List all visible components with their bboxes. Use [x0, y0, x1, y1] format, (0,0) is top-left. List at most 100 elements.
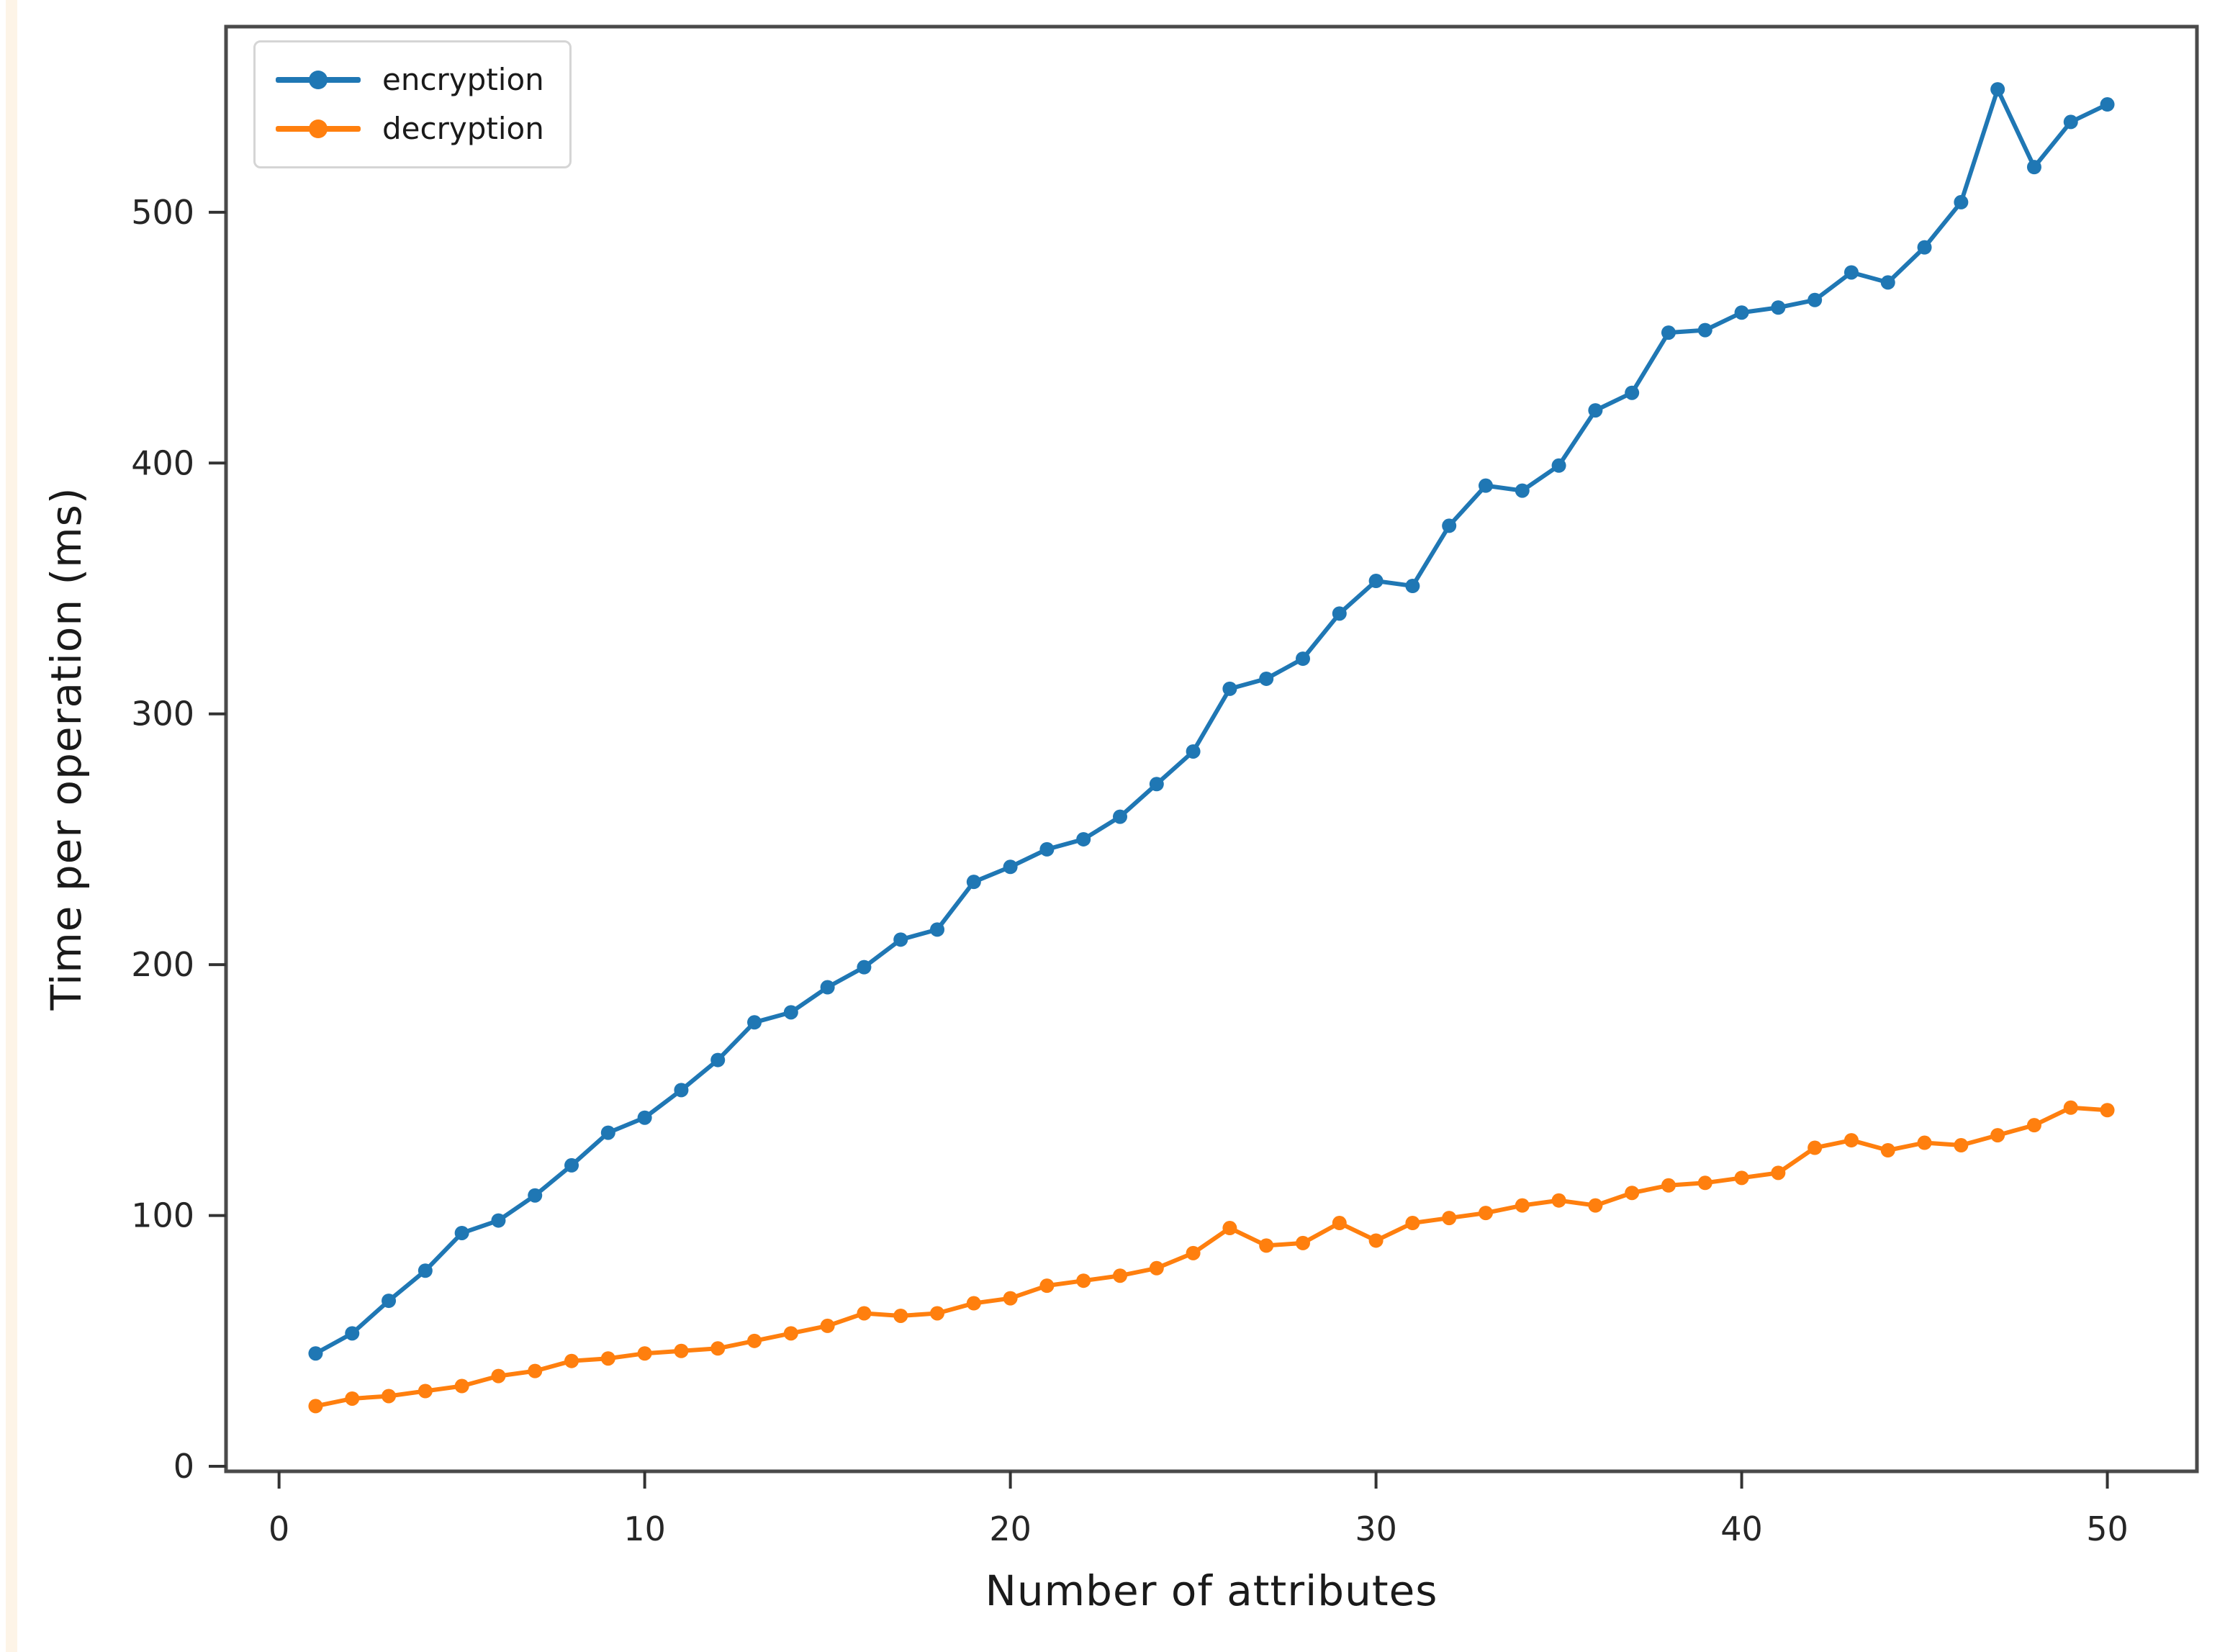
decryption-point	[966, 1296, 981, 1311]
legend-label-decryption: decryption	[382, 111, 544, 146]
decryption-point	[1259, 1238, 1274, 1253]
decryption-point	[857, 1306, 872, 1321]
encryption-line	[313, 87, 2110, 1356]
encryption-point	[637, 1110, 652, 1125]
x-axis-title: Number of attributes	[985, 1566, 1438, 1615]
decryption-point	[1515, 1198, 1530, 1213]
encryption-point	[1697, 322, 1712, 338]
decryption-point	[308, 1399, 323, 1414]
decryption-point	[1661, 1178, 1676, 1193]
encryption-point	[1076, 831, 1091, 847]
x-tick-label: 0	[268, 1509, 289, 1548]
encryption-point	[454, 1225, 469, 1240]
encryption-point	[1405, 579, 1420, 594]
decryption-point	[418, 1384, 433, 1399]
decryption-point	[600, 1351, 615, 1366]
decryption-point	[1697, 1175, 1712, 1191]
decryption-point	[1551, 1193, 1566, 1208]
decryption-point	[1588, 1198, 1603, 1213]
x-tick-label: 40	[1720, 1509, 1763, 1548]
decryption-point	[1295, 1235, 1310, 1250]
decryption-point	[1039, 1278, 1055, 1294]
decryption-point	[1442, 1211, 1457, 1226]
encryption-line-swatch	[276, 71, 361, 89]
decryption-point	[1076, 1273, 1091, 1288]
encryption-point	[1661, 325, 1676, 340]
encryption-point	[930, 922, 945, 937]
y-axis-title: Time per operation (ms)	[42, 487, 91, 1011]
x-tick-label: 20	[989, 1509, 1032, 1548]
decryption-point	[1149, 1260, 1164, 1276]
encryption-point	[345, 1326, 360, 1341]
encryption-point	[1880, 275, 1895, 290]
decryption-point	[1186, 1245, 1201, 1260]
decryption-point	[1003, 1291, 1018, 1306]
decryption-point	[1625, 1186, 1640, 1201]
encryption-point	[1332, 606, 1347, 621]
decryption-point	[454, 1378, 469, 1394]
decryption-point	[1771, 1165, 1786, 1181]
decryption-point	[382, 1389, 397, 1404]
encryption-point	[1222, 681, 1237, 696]
decryption-point	[893, 1308, 908, 1323]
encryption-point	[1442, 518, 1457, 533]
decryption-point	[491, 1368, 506, 1384]
encryption-point	[1368, 574, 1384, 589]
encryption-point	[1954, 194, 1969, 209]
decryption-point	[637, 1346, 652, 1361]
decryption-point	[1368, 1233, 1384, 1248]
encryption-point	[1003, 859, 1018, 875]
encryption-point	[857, 960, 872, 975]
y-tick-label: 400	[131, 443, 194, 482]
encryption-point	[1771, 300, 1786, 315]
encryption-point	[674, 1083, 689, 1098]
encryption-point	[1734, 305, 1749, 320]
decryption-point	[1734, 1170, 1749, 1186]
decryption-point	[1880, 1143, 1895, 1157]
encryption-point	[418, 1263, 433, 1278]
page-edge-strip	[6, 0, 17, 1652]
encryption-point	[382, 1294, 397, 1309]
y-tick-label: 0	[173, 1447, 194, 1486]
decryption-point	[710, 1341, 726, 1356]
encryption-point	[491, 1213, 506, 1228]
encryption-point	[564, 1157, 579, 1173]
encryption-point	[1807, 292, 1823, 307]
decryption-point	[345, 1391, 360, 1406]
encryption-point	[1917, 240, 1932, 255]
encryption-point	[528, 1188, 543, 1203]
legend-item-decryption: decryption	[276, 114, 549, 144]
encryption-point	[1149, 777, 1164, 792]
legend-item-encryption: encryption	[276, 65, 549, 95]
encryption-point	[1295, 651, 1310, 667]
decryption-point	[747, 1333, 762, 1348]
encryption-point	[1625, 385, 1640, 400]
encryption-point	[2026, 160, 2041, 175]
encryption-point	[966, 875, 981, 890]
decryption-point	[2026, 1118, 2041, 1133]
decryption-point	[783, 1326, 798, 1341]
x-tick-label: 10	[623, 1509, 666, 1548]
decryption-point	[1917, 1135, 1932, 1150]
encryption-point	[1186, 744, 1201, 759]
legend: encryption decryption	[253, 40, 572, 168]
encryption-point	[710, 1052, 726, 1068]
encryption-point	[820, 980, 835, 995]
encryption-point	[1039, 841, 1055, 857]
decryption-point	[1843, 1133, 1859, 1148]
encryption-point	[2100, 97, 2115, 112]
decryption-point	[564, 1353, 579, 1368]
decryption-point	[1332, 1216, 1347, 1231]
decryption-point	[1113, 1268, 1128, 1283]
encryption-point	[308, 1346, 323, 1361]
decryption-point	[1405, 1216, 1420, 1231]
encryption-point	[1478, 478, 1493, 493]
y-tick-label: 200	[131, 945, 194, 984]
decryption-point	[1807, 1140, 1823, 1155]
legend-label-encryption: encryption	[382, 62, 544, 97]
decryption-line-swatch	[276, 119, 361, 138]
encryption-point	[893, 932, 908, 947]
x-tick-label: 30	[1355, 1509, 1397, 1548]
